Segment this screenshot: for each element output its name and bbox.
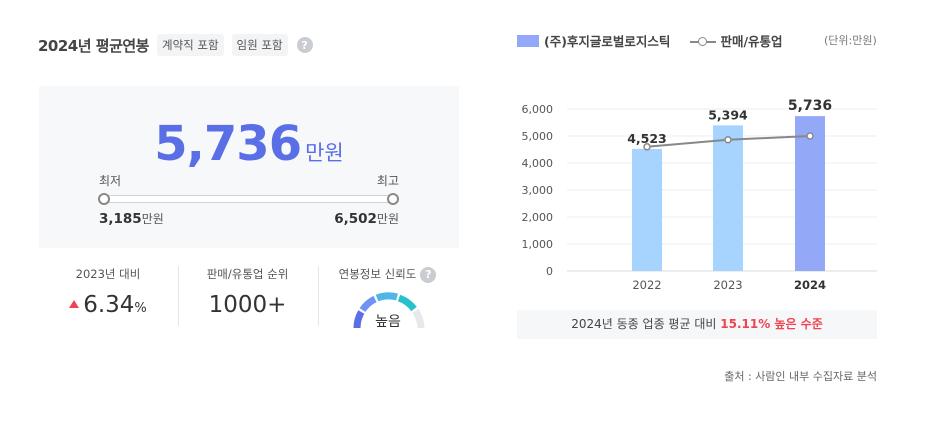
bar-value-label: 5,394	[708, 107, 748, 122]
source-note: 출처 : 사람인 내부 수집자료 분석	[724, 370, 877, 383]
tag-executive-included: 임원 포함	[231, 34, 288, 56]
gauge-segment-4	[397, 294, 417, 312]
legend-company-label: (주)후지글로벌로지스틱	[544, 34, 671, 49]
bar-value-label: 4,523	[627, 131, 667, 146]
salary-chart: 6,000 5,000 4,000 3,000 2,000 1,000 0 4,523 2022…	[522, 98, 877, 292]
industry-point	[806, 132, 814, 140]
legend-industry-label: 판매/유통업	[720, 34, 783, 49]
x-tick-label: 2023	[713, 278, 742, 292]
stat-industry-rank: 판매/유통업 순위 1000+	[178, 266, 316, 326]
industry-point	[643, 143, 651, 151]
average-salary-panel: 5,736 만원 최저 최고 3,185만원 6,502만원	[39, 86, 459, 248]
max-salary-value: 6,502	[334, 211, 377, 227]
reliability-gauge-icon	[353, 292, 425, 329]
stat-reliability: 연봉정보 신뢰도? 높음	[318, 266, 456, 330]
tag-contract-included: 계약직 포함	[156, 34, 224, 56]
industry-comparison-summary: 2024년 동종 업종 평균 대비 15.11% 높은 수준	[517, 310, 877, 339]
max-salary: 6,502만원	[334, 210, 399, 227]
max-label: 최고	[376, 174, 399, 188]
stat-reliability-label: 연봉정보 신뢰도	[338, 267, 417, 281]
chart-legend: (주)후지글로벌로지스틱 판매/유통업	[517, 31, 783, 50]
y-tick-label: 2,000	[522, 211, 554, 224]
salary-range-min-marker	[98, 193, 110, 205]
y-tick-label: 6,000	[522, 103, 554, 116]
min-salary: 3,185만원	[99, 210, 164, 227]
x-tick-label: 2022	[632, 278, 661, 292]
bar	[713, 125, 743, 271]
summary-highlight: 15.11% 높은 수준	[720, 317, 823, 331]
legend-industry-line-icon	[690, 35, 717, 47]
salary-range-max-marker	[387, 193, 399, 205]
bar	[795, 116, 825, 272]
arrow-up-icon	[69, 299, 80, 308]
gauge-segment-5	[412, 309, 425, 329]
y-tick-label: 3,000	[522, 184, 554, 197]
stat-rank-label: 판매/유통업 순위	[206, 267, 289, 281]
salary-range-track	[104, 195, 394, 203]
page-title: 2024년 평균연봉	[38, 36, 149, 55]
average-salary: 5,736 만원	[39, 116, 459, 172]
summary-prefix: 2024년 동종 업종 평균 대비	[571, 317, 717, 331]
x-tick-label: 2024	[794, 278, 826, 292]
salary-header: 2024년 평균연봉 계약직 포함 임원 포함 ?	[38, 34, 313, 56]
average-salary-value: 5,736	[154, 116, 302, 172]
stat-yoy-value-row: 6.34%	[39, 292, 177, 318]
stat-yoy-change: 2023년 대비 6.34%	[39, 266, 177, 326]
min-label: 최저	[99, 174, 122, 188]
average-salary-unit: 만원	[305, 141, 344, 165]
stat-reliability-label-row: 연봉정보 신뢰도?	[319, 266, 456, 283]
stat-yoy-unit: %	[134, 301, 147, 316]
max-salary-unit: 만원	[376, 212, 399, 226]
stat-rank-value: 1000+	[208, 292, 287, 318]
gauge-segment-2	[359, 295, 377, 313]
reliability-help-icon[interactable]: ?	[420, 266, 437, 283]
stat-yoy-label: 2023년 대비	[75, 267, 141, 281]
help-icon[interactable]: ?	[296, 37, 313, 53]
unit-note: (단위:만원)	[824, 34, 877, 47]
min-salary-unit: 만원	[141, 212, 164, 226]
y-tick-label: 5,000	[522, 130, 554, 143]
min-salary-value: 3,185	[99, 211, 142, 227]
gauge-segment-1	[353, 310, 365, 329]
y-tick-label: 0	[546, 265, 553, 278]
bar-value-label: 5,736	[788, 98, 832, 114]
bar	[632, 148, 662, 271]
y-tick-label: 1,000	[522, 238, 554, 251]
stat-yoy-value: 6.34	[83, 292, 135, 318]
gauge-segment-3	[375, 292, 398, 302]
stat-reliability-value: 높음	[375, 314, 401, 330]
y-tick-label: 4,000	[522, 157, 554, 170]
industry-point	[724, 136, 732, 144]
legend-company-swatch	[517, 34, 539, 47]
